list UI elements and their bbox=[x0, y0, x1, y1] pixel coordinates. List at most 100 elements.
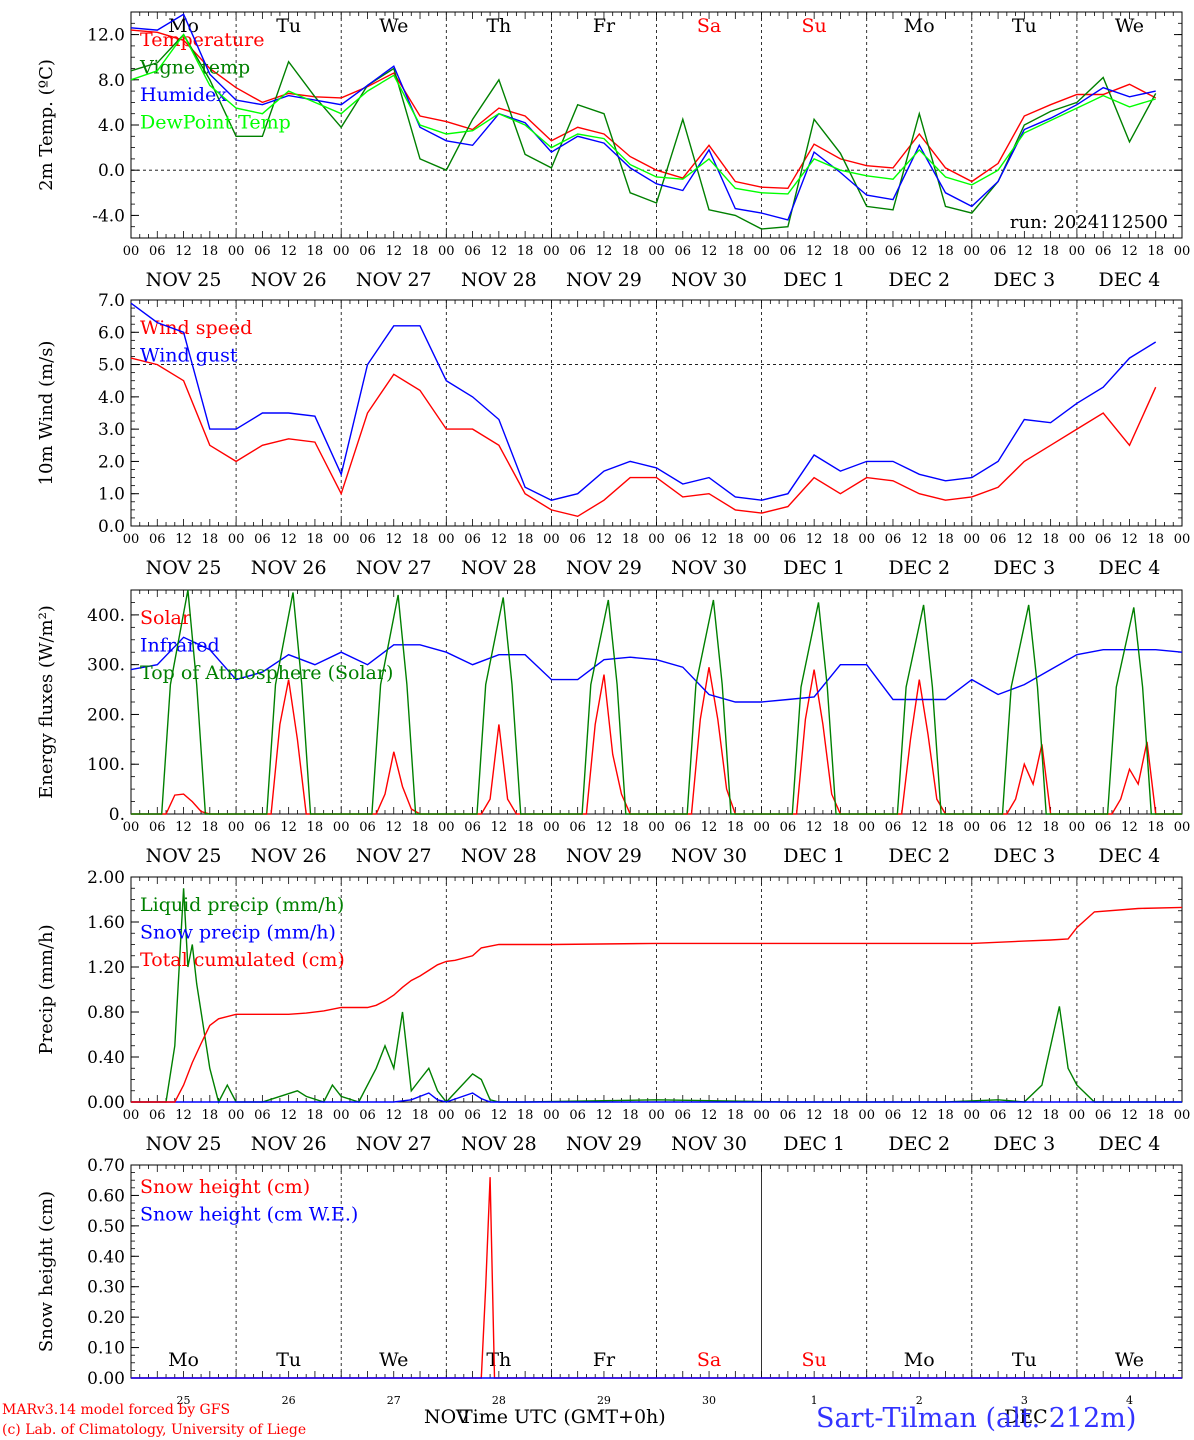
x-hour-label: 12 bbox=[280, 532, 297, 547]
x-hour-label: 12 bbox=[491, 244, 508, 259]
weekday-label: Mo bbox=[904, 1349, 935, 1371]
x-hour-label: 12 bbox=[806, 532, 823, 547]
weekday-label: Tu bbox=[276, 1349, 301, 1371]
x-hour-label: 00 bbox=[648, 244, 665, 259]
x-hour-label: 06 bbox=[569, 1108, 586, 1123]
x-hour-label: 12 bbox=[175, 532, 192, 547]
y-tick-label: 0.0 bbox=[98, 161, 125, 181]
y-tick-label: 0.60 bbox=[87, 1186, 125, 1206]
x-hour-label: 00 bbox=[543, 244, 560, 259]
x-hour-label: 18 bbox=[517, 820, 534, 835]
credit-line-1: MARv3.14 model forced by GFS bbox=[2, 1402, 230, 1418]
series-line bbox=[130, 33, 1156, 195]
x-hour-label: 18 bbox=[517, 244, 534, 259]
legend-entry: Top of Atmosphere (Solar) bbox=[140, 662, 393, 684]
weekday-label: Tu bbox=[1012, 1349, 1037, 1371]
y-tick-label: 300. bbox=[87, 656, 125, 676]
x-date-label: NOV 30 bbox=[671, 269, 747, 291]
x-date-label: NOV 26 bbox=[251, 1133, 327, 1155]
y-tick-label: 1.60 bbox=[87, 913, 125, 933]
x-date-label: DEC 4 bbox=[1099, 1133, 1161, 1155]
x-date-label: DEC 3 bbox=[993, 1133, 1055, 1155]
x-hour-label: 00 bbox=[753, 820, 770, 835]
x-hour-label: 00 bbox=[858, 244, 875, 259]
x-hour-label: 00 bbox=[123, 244, 140, 259]
x-hour-label: 18 bbox=[517, 532, 534, 547]
x-date-label: NOV 25 bbox=[146, 557, 222, 579]
x-hour-label: 06 bbox=[359, 820, 376, 835]
x-axis-title: Time UTC (GMT+0h) bbox=[460, 1406, 666, 1428]
weekday-label: We bbox=[1115, 15, 1144, 37]
x-day-number: 25 bbox=[177, 1394, 191, 1407]
series-line bbox=[130, 33, 1157, 230]
x-date-label: NOV 26 bbox=[251, 845, 327, 867]
weekday-label: Tu bbox=[276, 15, 301, 37]
x-hour-label: 12 bbox=[491, 820, 508, 835]
x-hour-label: 00 bbox=[964, 1108, 981, 1123]
y-tick-label: 12.0 bbox=[87, 26, 125, 46]
x-date-label: DEC 2 bbox=[888, 557, 950, 579]
x-hour-label: 18 bbox=[412, 1108, 429, 1123]
x-hour-label: 00 bbox=[1069, 1108, 1086, 1123]
x-hour-label: 06 bbox=[569, 244, 586, 259]
x-date-label: DEC 1 bbox=[783, 1133, 845, 1155]
x-date-label: NOV 28 bbox=[461, 557, 537, 579]
panel-4: 0.00 0.40 0.80 1.20 1.60 2.00 Precip (mm/h) 00 0… bbox=[36, 868, 1190, 1155]
x-hour-label: 00 bbox=[964, 532, 981, 547]
x-date-label: NOV 25 bbox=[146, 845, 222, 867]
legend-entry: Vigne temp bbox=[139, 57, 250, 79]
weekday-label: Mo bbox=[168, 1349, 199, 1371]
x-hour-label: 12 bbox=[175, 1108, 192, 1123]
legend-entry: Wind speed bbox=[140, 317, 252, 339]
y-axis-title: Snow height (cm) bbox=[36, 1191, 57, 1352]
x-date-label: DEC 1 bbox=[783, 845, 845, 867]
weekday-label: Sa bbox=[697, 15, 721, 37]
legend-entry: DewPoint Temp bbox=[140, 112, 291, 134]
x-hour-label: 12 bbox=[1016, 820, 1033, 835]
x-hour-label: 06 bbox=[254, 244, 271, 259]
x-hour-label: 06 bbox=[780, 1108, 797, 1123]
y-tick-label: 0.40 bbox=[87, 1247, 125, 1267]
weekday-label: We bbox=[379, 1349, 408, 1371]
x-hour-label: 12 bbox=[280, 1108, 297, 1123]
x-hour-label: 06 bbox=[885, 1108, 902, 1123]
x-hour-label: 18 bbox=[412, 532, 429, 547]
x-hour-label: 18 bbox=[1042, 532, 1059, 547]
panel-3: 0. 100. 200. 300. 400. Energy fluxes (W/m²) 00… bbox=[36, 589, 1190, 867]
y-tick-label: 1.0 bbox=[98, 485, 125, 505]
x-hour-label: 18 bbox=[937, 1108, 954, 1123]
y-axis-title: Precip (mm/h) bbox=[36, 924, 57, 1054]
x-hour-label: 06 bbox=[149, 1108, 166, 1123]
x-hour-label: 00 bbox=[123, 820, 140, 835]
x-hour-label: 06 bbox=[675, 244, 692, 259]
series-line bbox=[130, 636, 1183, 703]
x-hour-label: 06 bbox=[1095, 532, 1112, 547]
x-hour-label: 06 bbox=[675, 820, 692, 835]
x-hour-label: 12 bbox=[911, 1108, 928, 1123]
x-hour-label: 00 bbox=[858, 1108, 875, 1123]
x-date-label: NOV 29 bbox=[566, 557, 642, 579]
x-hour-label: 06 bbox=[149, 244, 166, 259]
y-tick-label: 5.0 bbox=[98, 356, 125, 376]
x-date-label: NOV 27 bbox=[356, 845, 432, 867]
x-hour-label: 00 bbox=[543, 820, 560, 835]
y-tick-label: 4.0 bbox=[98, 116, 125, 136]
x-date-label: NOV 26 bbox=[251, 269, 327, 291]
x-date-label: NOV 27 bbox=[356, 557, 432, 579]
x-hour-label: 06 bbox=[254, 1108, 271, 1123]
x-hour-label: 06 bbox=[780, 820, 797, 835]
x-hour-label: 00 bbox=[1174, 532, 1191, 547]
x-date-label: NOV 27 bbox=[356, 269, 432, 291]
x-day-number: 2 bbox=[916, 1394, 923, 1407]
x-hour-label: 18 bbox=[832, 244, 849, 259]
weekday-label: Tu bbox=[1012, 15, 1037, 37]
x-date-label: DEC 4 bbox=[1099, 557, 1161, 579]
series-line bbox=[131, 906, 1183, 1103]
y-tick-label: 1.20 bbox=[87, 958, 125, 978]
x-hour-label: 18 bbox=[307, 244, 324, 259]
x-date-label: DEC 2 bbox=[888, 269, 950, 291]
x-hour-label: 12 bbox=[806, 244, 823, 259]
x-hour-label: 00 bbox=[228, 1108, 245, 1123]
x-hour-label: 18 bbox=[622, 820, 639, 835]
x-date-label: NOV 30 bbox=[671, 557, 747, 579]
